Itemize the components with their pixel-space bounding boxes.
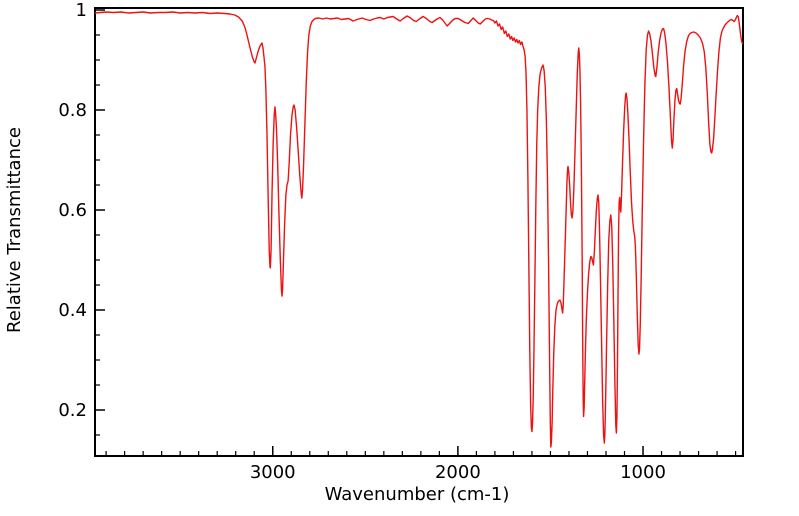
y-tick-label: 0.4: [58, 300, 87, 321]
x-tick-label: 3000: [250, 462, 296, 483]
y-tick-label: 0.2: [58, 400, 87, 421]
x-tick-label: 1000: [620, 462, 666, 483]
y-tick-label: 1: [76, 0, 87, 21]
y-tick-label: 0.8: [58, 100, 87, 121]
y-axis-label: Relative Transmittance: [4, 127, 25, 333]
plot-frame: [94, 7, 744, 457]
x-axis-label: Wavenumber (cm-1): [324, 484, 510, 505]
x-tick-label: 2000: [435, 462, 481, 483]
spectrum-curve: [94, 11, 744, 448]
y-tick-label: 0.6: [58, 200, 87, 221]
